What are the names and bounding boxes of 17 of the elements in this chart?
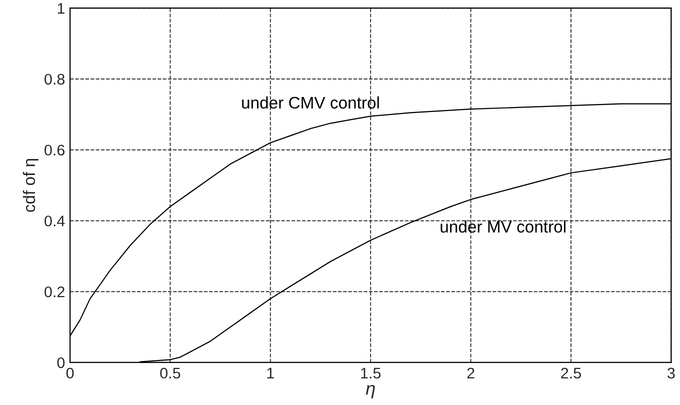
y-tick-label: 0.4	[44, 216, 65, 226]
x-tick-label: 2.5	[561, 368, 581, 379]
x-tick-label: 0.5	[160, 368, 180, 379]
x-tick-label: 2	[467, 368, 474, 378]
x-tick-label: 0	[66, 368, 74, 379]
y-tick-label: 0.2	[44, 286, 64, 298]
x-tick-label: 1.5	[361, 368, 381, 379]
y-tick-label: 0.6	[44, 144, 65, 156]
y-tick-label: 0	[57, 357, 65, 368]
series-label: under MV control	[440, 220, 566, 233]
y-tick-label: 1	[58, 3, 64, 14]
x-tick-label: 1	[267, 368, 274, 378]
y-tick-label: 0.8	[44, 74, 65, 85]
x-tick-label: 3	[667, 368, 675, 379]
series-label: under CMV control	[242, 96, 379, 109]
y-axis-title: cdf of η	[22, 159, 38, 212]
x-axis-title: η	[366, 384, 375, 398]
